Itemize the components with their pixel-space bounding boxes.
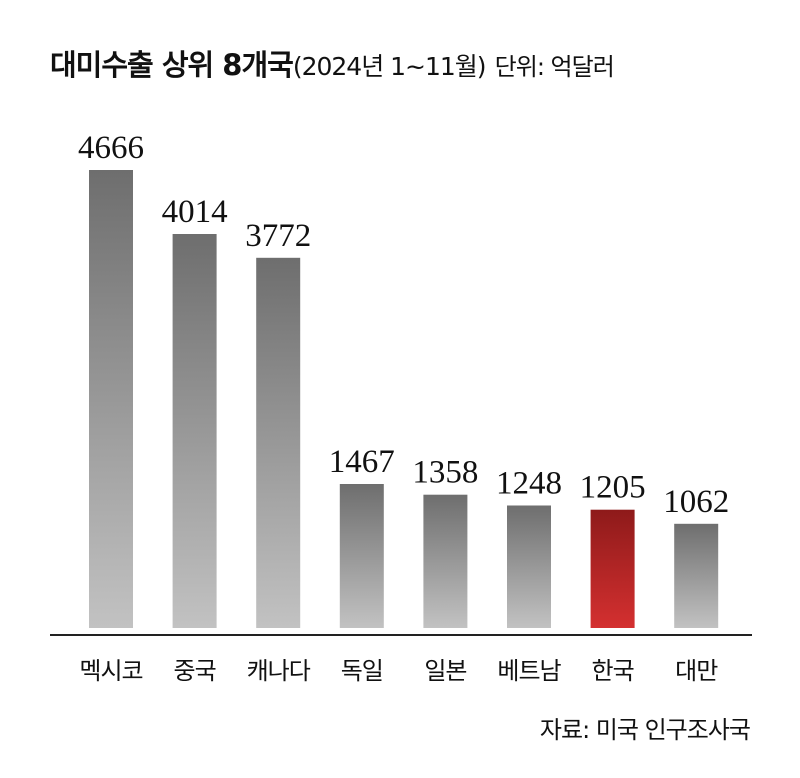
bar-5 — [423, 494, 468, 628]
category-label-3: 캐나다 — [247, 657, 311, 685]
category-label-6: 베트남 — [497, 657, 561, 685]
category-label-8: 대만 — [675, 657, 718, 685]
bar-3 — [256, 257, 301, 628]
value-label-2: 4014 — [162, 194, 228, 230]
chart-title-row: 대미수출 상위 8개국(2024년 1~11월) 단위: 억달러 — [50, 42, 615, 84]
value-label-4: 1467 — [329, 444, 395, 480]
chart-unit: 단위: 억달러 — [494, 53, 615, 81]
chart-period: (2024년 1~11월) — [292, 52, 487, 81]
category-labels-group: 멕시코 중국 캐나다 독일 일본 베트남 한국 대만 — [79, 657, 719, 685]
value-label-1: 4666 — [78, 130, 144, 166]
category-label-2: 중국 — [174, 657, 216, 685]
value-label-5: 1358 — [412, 455, 478, 491]
bar-8 — [674, 523, 719, 628]
bar-2 — [172, 234, 217, 628]
bar-1 — [89, 170, 133, 628]
value-label-3: 3772 — [245, 218, 311, 254]
bar-6 — [507, 505, 551, 628]
category-label-4: 독일 — [341, 657, 383, 685]
bars-group — [89, 170, 719, 628]
bar-7 — [590, 509, 635, 628]
category-label-1: 멕시코 — [79, 657, 142, 685]
chart-title: 대미수출 상위 8개국 — [50, 48, 294, 82]
value-label-7: 1205 — [580, 470, 646, 506]
bar-4 — [339, 484, 384, 628]
category-label-5: 일본 — [424, 657, 466, 685]
source-note: 자료: 미국 인구조사국 — [539, 716, 751, 744]
value-labels-group: 4666 4014 3772 1467 1358 1248 1205 1062 — [78, 130, 729, 520]
value-label-6: 1248 — [496, 466, 562, 502]
category-label-7: 한국 — [592, 657, 634, 685]
value-label-8: 1062 — [663, 484, 729, 520]
